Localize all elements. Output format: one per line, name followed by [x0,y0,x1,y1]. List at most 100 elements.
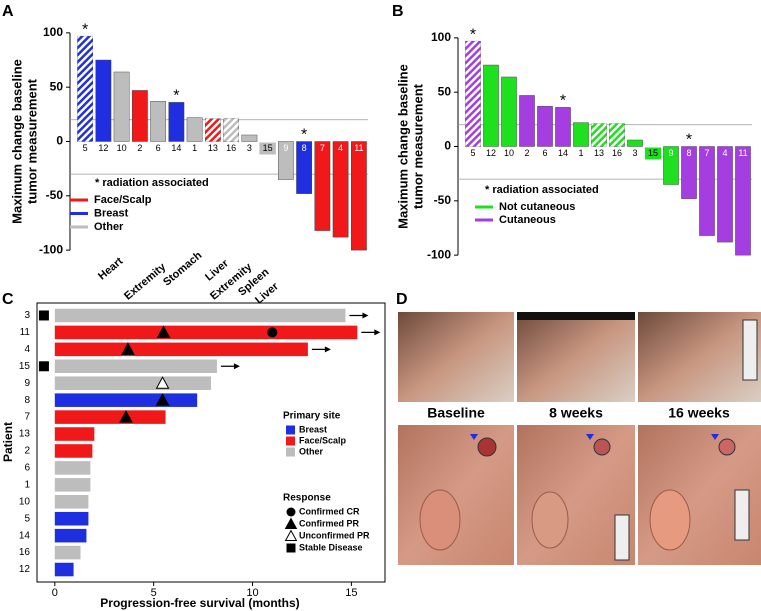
y-tick-label: -100 [427,247,451,261]
x-tick-label: 10 [117,143,127,153]
y-tick-label: 5 [24,513,30,524]
y-tick-label: 16 [19,547,31,558]
photo-label: 16 weeks [668,405,730,421]
y-tick-label: 50 [438,84,452,98]
y-tick-label: 50 [50,79,64,93]
legend-label: Breast [299,424,327,434]
panel-label: A [2,3,14,20]
bar [717,146,733,243]
note: * radiation associated [485,184,599,196]
site-label: Heart [96,255,126,282]
legend-swatch [286,447,295,457]
bar [573,122,589,147]
y-tick-label: 0 [56,134,63,148]
x-tick-label: 9 [283,143,288,153]
y-tick-label: 10 [19,496,31,507]
x-tick-label: 1 [192,143,197,153]
photo [398,312,514,402]
bar [699,146,715,236]
bar [314,141,331,231]
x-tick-label: 2 [137,143,142,153]
y-axis-label: tumor measurement [410,83,425,209]
legend-label: Unconfirmed PR [299,530,370,540]
site-label: Stomach [161,249,205,288]
annotation: * [82,21,88,38]
x-tick-label: 6 [542,148,547,158]
bar [186,117,203,142]
x-tick-label: 3 [247,143,252,153]
legend-title: Primary site [283,411,341,422]
x-tick-label: 1 [578,148,583,158]
bar-hatch [205,118,221,142]
bar [54,562,74,577]
annotation: * [686,132,692,149]
y-tick-label: 3 [24,310,30,321]
bar [54,511,89,526]
x-axis-label: Progression-free survival (months) [100,596,299,610]
x-tick-label: 7 [320,143,325,153]
x-tick-label: 3 [632,148,637,158]
ruler [614,514,630,561]
x-tick-label: 13 [208,143,218,153]
y-tick-label: 2 [24,446,30,457]
bar [113,71,130,142]
legend-label: Face/Scalp [299,435,347,445]
y-tick-label: 6 [24,463,30,474]
bar [150,101,166,142]
y-tick-label: 7 [24,412,30,423]
bar-hatch [77,36,93,142]
x-tick-label: 15 [345,587,357,599]
lesion [718,438,736,456]
legend-label: Face/Scalp [94,194,152,206]
ongoing-arrowhead [362,312,369,319]
bar [332,141,349,238]
photo [638,312,761,402]
y-axis-label: Maximum change baseline [9,59,24,224]
bar-hatch [223,118,239,142]
ongoing-arrowhead [233,363,240,370]
legend-label: Stable Disease [299,542,363,552]
bar [54,393,198,407]
bar [54,308,346,323]
ear [649,489,691,551]
y-tick-label: 100 [43,25,63,39]
y-tick-label: 15 [19,361,31,372]
bar [54,342,308,357]
x-tick-label: 16 [226,143,236,153]
y-tick-label: -100 [39,242,63,256]
x-tick-label: 15 [648,148,658,158]
legend-title: Response [283,493,331,504]
ongoing-arrowhead [374,329,381,336]
x-tick-label: 2 [524,148,529,158]
y-tick-label: 0 [444,139,451,153]
y-tick-label: 8 [24,395,30,406]
legend-label: Other [94,221,124,233]
response-marker [38,361,49,372]
legend-label: Not cutaneous [499,201,575,213]
response-marker [284,529,298,541]
y-tick-label: 13 [19,429,31,440]
y-tick-label: 14 [19,530,31,541]
x-tick-label: 12 [486,148,496,158]
y-tick-label: -50 [46,188,64,202]
y-tick-label: 12 [19,564,31,575]
x-tick-label: 14 [558,148,568,158]
bar-hatch [609,123,625,147]
panel-label: B [392,3,404,20]
legend-swatch [286,425,295,435]
legend-label: Breast [94,207,129,219]
x-tick-label: 11 [738,148,747,158]
x-tick-label: 13 [594,148,604,158]
photo-panel: D Baseline 8 weeks 16 weeks [396,291,761,565]
x-tick-label: 6 [156,143,161,153]
x-tick-label: 16 [612,148,622,158]
response-marker [155,393,170,406]
photo-label: Baseline [427,405,485,421]
bar [54,325,358,340]
bar [663,146,679,185]
y-axis-label: Maximum change baseline [395,64,410,229]
bar [278,141,294,180]
y-tick-label: -50 [434,193,452,207]
bar [735,146,751,256]
